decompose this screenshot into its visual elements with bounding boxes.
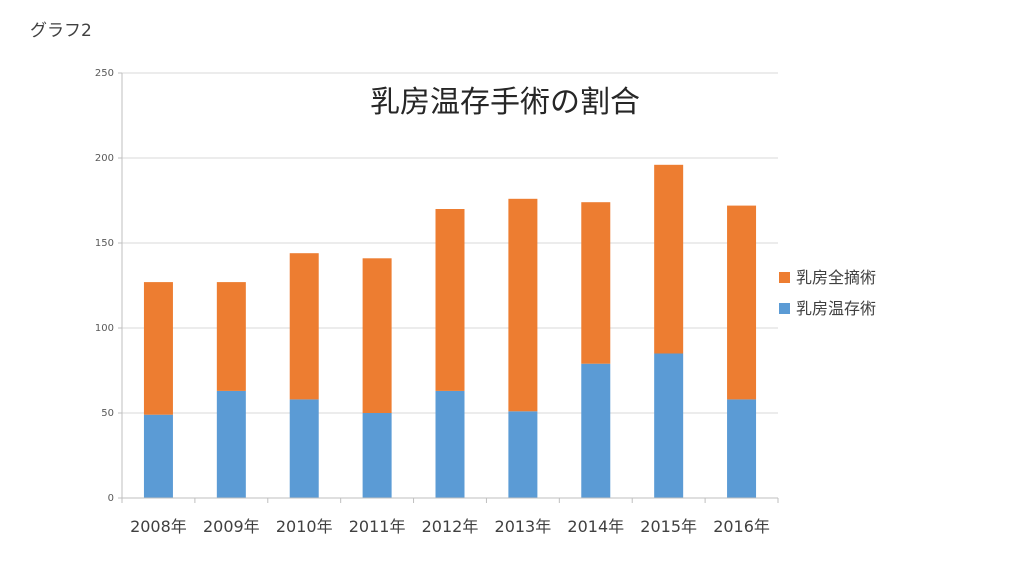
x-tick-label: 2011年 <box>349 517 406 536</box>
x-tick-label: 2010年 <box>276 517 333 536</box>
x-tick-label: 2012年 <box>422 517 479 536</box>
bar-mastectomy-6 <box>508 198 538 412</box>
legend-swatch <box>779 272 790 283</box>
bar-breast-conserving-3 <box>289 399 319 498</box>
y-tick-label: 100 <box>95 323 114 334</box>
y-tick-label: 250 <box>95 68 114 79</box>
x-tick-label: 2009年 <box>203 517 260 536</box>
x-tick-label: 2008年 <box>130 517 187 536</box>
bar-breast-conserving-1 <box>143 414 173 498</box>
bar-mastectomy-2 <box>216 282 246 391</box>
y-tick-labels: 0 50 100 150 200 250 <box>95 68 114 504</box>
slide-label: グラフ2 <box>30 21 92 41</box>
y-tick-label: 200 <box>95 153 114 164</box>
legend-swatch <box>779 303 790 314</box>
bar-mastectomy-9 <box>727 205 757 400</box>
y-tick-label: 150 <box>95 238 114 249</box>
bar-breast-conserving-4 <box>362 413 392 498</box>
x-tick-label: 2014年 <box>567 517 624 536</box>
bar-mastectomy-8 <box>654 164 684 354</box>
bar-breast-conserving-8 <box>654 353 684 498</box>
y-tick-label: 50 <box>101 408 114 419</box>
bar-breast-conserving-2 <box>216 390 246 498</box>
bar-mastectomy-4 <box>362 258 392 413</box>
bar-mastectomy-7 <box>581 202 611 364</box>
bar-mastectomy-1 <box>143 282 173 415</box>
bar-breast-conserving-6 <box>508 411 538 498</box>
chart-title: 乳房温存手術の割合 <box>370 85 640 120</box>
x-tick-label: 2015年 <box>640 517 697 536</box>
legend-label: 乳房温存術 <box>796 299 876 318</box>
bar-breast-conserving-9 <box>727 399 757 498</box>
x-tick-labels: 2008年 2009年 2010年 2011年 2012年 2013年 2014年 2015年… <box>121 498 779 536</box>
legend-label: 乳房全摘術 <box>796 268 876 287</box>
bars <box>143 164 757 498</box>
x-tick-label: 2013年 <box>495 517 552 536</box>
bar-breast-conserving-7 <box>581 363 611 498</box>
y-tick-label: 0 <box>108 493 114 504</box>
bar-breast-conserving-5 <box>435 390 465 498</box>
bar-mastectomy-5 <box>435 209 465 391</box>
bar-mastectomy-3 <box>289 253 319 400</box>
x-tick-label: 2016年 <box>713 517 770 536</box>
